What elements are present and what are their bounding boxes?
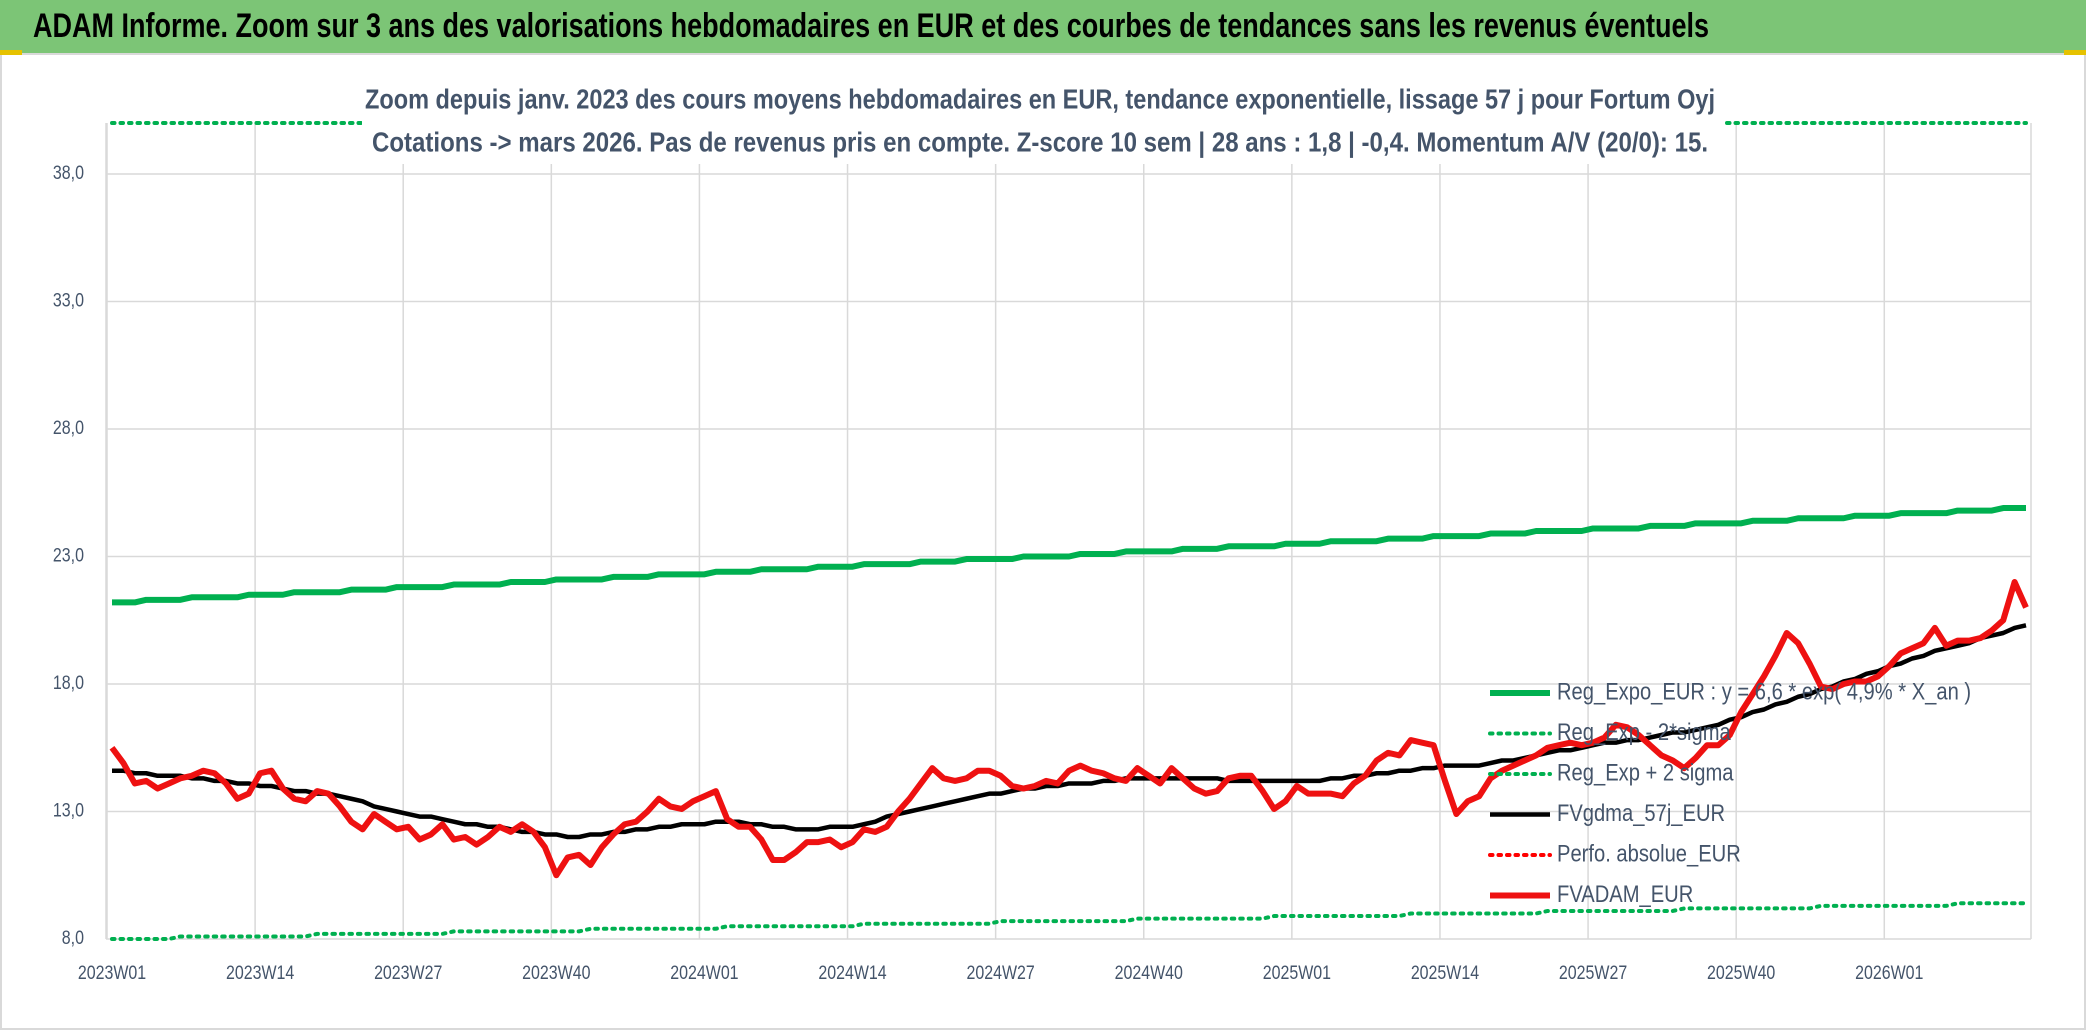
legend-label: FVgdma_57j_EUR: [1557, 800, 1725, 827]
legend-label: FVADAM_EUR: [1557, 881, 1693, 908]
legend-label: Perfo. absolue_EUR: [1557, 840, 1741, 867]
plot-area: 8,0 13,0 18,0 23,0 28,0 33,0 38,0 2023W01 2023W1…: [53, 121, 2032, 984]
x-tick-label: 2025W27: [1559, 963, 1627, 984]
series-line: [109, 579, 2029, 879]
x-tick-label: 2025W01: [1263, 963, 1331, 984]
page-title: ADAM Informe. Zoom sur 3 ans des valoris…: [33, 7, 1709, 45]
y-tick-label: 28,0: [53, 418, 84, 439]
x-tick-label: 2023W40: [522, 963, 590, 984]
x-tick-label: 2023W27: [374, 963, 442, 984]
x-tick-label: 2025W40: [1707, 963, 1775, 984]
series-line: [110, 901, 2028, 941]
y-tick-label: 8,0: [62, 928, 84, 949]
legend-label: Reg_Exp - 2*sigma: [1557, 719, 1731, 746]
y-tick-label: 23,0: [53, 546, 84, 567]
x-tick-label: 2024W01: [670, 963, 738, 984]
chart-border: [0, 53, 2086, 1030]
x-tick-label: 2024W40: [1115, 963, 1183, 984]
x-tick-label: 2024W27: [966, 963, 1034, 984]
x-tick-label: 2026W01: [1855, 963, 1923, 984]
header-bar: [0, 0, 2086, 53]
title-background: [362, 82, 1724, 164]
corner-mark: [2064, 50, 2086, 55]
series-line: [112, 505, 2026, 606]
y-tick-label: 13,0: [53, 801, 84, 822]
legend-label: Reg_Expo_EUR : y = 6,6 * exp( 4,9% * X_a…: [1557, 678, 1971, 705]
y-tick-label: 33,0: [53, 291, 84, 312]
chart-title: Zoom depuis janv. 2023 des cours moyens …: [365, 83, 1715, 114]
legend: Reg_Expo_EUR : y = 6,6 * exp( 4,9% * X_a…: [1488, 678, 1971, 908]
corner-mark: [0, 50, 22, 55]
y-tick-label: 18,0: [53, 673, 84, 694]
x-tick-label: 2023W01: [78, 963, 146, 984]
x-tick-label: 2023W14: [226, 963, 295, 984]
chart-subtitle: Cotations -> mars 2026. Pas de revenus p…: [372, 126, 1708, 157]
legend-label: Reg_Exp + 2 sigma: [1557, 759, 1734, 786]
x-tick-label: 2025W14: [1411, 963, 1480, 984]
x-tick-label: 2024W14: [818, 963, 887, 984]
y-tick-label: 38,0: [53, 163, 84, 184]
series-line: [112, 623, 2027, 840]
